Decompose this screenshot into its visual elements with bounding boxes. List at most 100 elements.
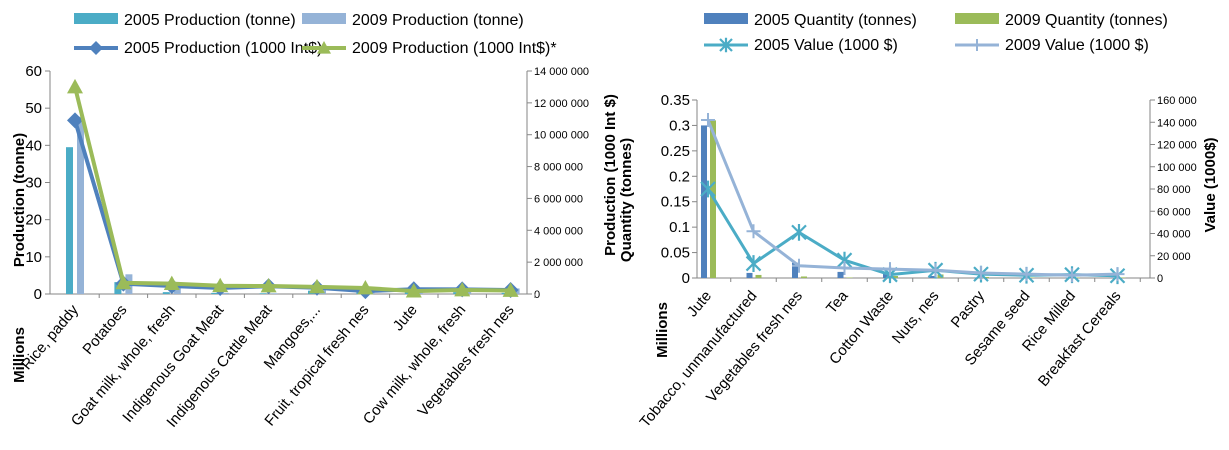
c1-ytick-label: 60 xyxy=(25,63,42,80)
c2-ytick-label: 0.25 xyxy=(661,143,690,160)
c2-point-s1-0 xyxy=(701,113,715,128)
c1-point-s1-7 xyxy=(405,283,422,298)
c1-ylabel: Production (tonne) xyxy=(11,133,28,267)
c1-point-s1-0 xyxy=(67,78,83,94)
c2-y2tick-label: 60 000 xyxy=(1157,206,1191,218)
c2-point-s1-6 xyxy=(974,265,988,280)
c1-legend-swatch-0 xyxy=(74,13,118,24)
c1-bar-s0-3 xyxy=(211,292,219,294)
c2-bar-s1-1 xyxy=(755,274,762,278)
c1-bar-s0-2 xyxy=(162,292,170,294)
c1-legend-label-3: 2009 Production (1000 Int$)* xyxy=(352,40,557,57)
c2-ytick-label: 0.15 xyxy=(661,194,690,211)
c2-y2tick-label: 140 000 xyxy=(1157,117,1197,129)
c2-ytick-label: 0.35 xyxy=(661,92,690,109)
c2-y2tick-label: 120 000 xyxy=(1157,140,1197,152)
c2-legend-swatch-1 xyxy=(955,13,999,24)
c2-bar-s1-8 xyxy=(1074,277,1080,278)
c1-y2tick-label: 12 000 000 xyxy=(534,98,589,110)
c2-bar-s1-6 xyxy=(983,276,989,278)
c2-point-s1-1 xyxy=(746,224,761,239)
c1-point-s1-9 xyxy=(502,282,519,297)
c1-point-s1-8 xyxy=(454,282,471,297)
c2-bar-s0-4 xyxy=(883,272,889,278)
c1-category-label: Vegetables fresh nes xyxy=(415,302,518,420)
c2-legend-marker-2 xyxy=(719,37,733,53)
c1-y2tick-label: 2 000 000 xyxy=(534,257,583,269)
c2-point-s1-5 xyxy=(928,263,943,278)
c1-ylabel-unit: Millions xyxy=(11,327,28,383)
c2-legend-label-1: 2009 Quantity (tonnes) xyxy=(1005,12,1168,29)
c2-line-s0 xyxy=(706,188,1118,278)
c2-point-s0-1 xyxy=(745,255,762,272)
c1-bar-s0-4 xyxy=(259,293,267,294)
c2-bar-s1-2 xyxy=(801,276,807,278)
c2-point-s1-8 xyxy=(1065,268,1079,283)
c1-point-s0-0 xyxy=(67,112,83,129)
c2-point-s0-2 xyxy=(791,223,807,241)
c2-bar-s0-5 xyxy=(928,275,935,278)
c2-ylabel-top: Production (1000 Int $) xyxy=(602,94,619,256)
c2-bar-s0-0 xyxy=(701,125,707,278)
c1-bar-s1-3 xyxy=(222,292,230,294)
c1-y2tick-label: 6 000 000 xyxy=(534,193,583,205)
c1-bar-s0-0 xyxy=(66,147,73,294)
c1-y2tick-label: 8 000 000 xyxy=(534,162,583,174)
c1-bar-s1-0 xyxy=(77,116,84,294)
c2-category-label: Tea xyxy=(823,287,852,317)
c2-ytick-label: 0.2 xyxy=(669,168,690,185)
c1-point-s1-6 xyxy=(357,279,374,295)
c1-y2tick-label: 4 000 000 xyxy=(534,225,583,237)
c1-ytick-label: 40 xyxy=(25,137,42,154)
c1-legend-label-2: 2005 Production (1000 Int$) xyxy=(124,40,322,57)
c1-point-s1-1 xyxy=(115,274,132,290)
c2-ytick-label: 0.3 xyxy=(669,117,690,134)
c2-y2tick-label: 100 000 xyxy=(1157,162,1197,174)
c1-y2tick-label: 0 xyxy=(534,289,540,301)
c1-legend-label-0: 2005 Production (tonne) xyxy=(124,12,296,29)
c2-bar-s1-9 xyxy=(1119,277,1126,278)
c2-ylabel-unit: Millions xyxy=(654,302,671,358)
c1-point-s1-2 xyxy=(163,275,180,291)
c2-y2tick-label: 20 000 xyxy=(1157,251,1191,263)
c2-bar-s0-2 xyxy=(792,262,798,278)
c2-legend-label-3: 2009 Value (1000 $) xyxy=(1005,37,1149,54)
c2-y2tick-label: 0 xyxy=(1157,273,1163,285)
c2-legend-label-2: 2005 Value (1000 $) xyxy=(754,37,898,54)
c1-category-label: Potatoes xyxy=(79,302,130,358)
c1-y2tick-label: 14 000 000 xyxy=(534,66,589,78)
c1-ytick-label: 0 xyxy=(34,286,42,303)
c2-bar-s1-7 xyxy=(1028,277,1035,278)
c1-category-label: Jute xyxy=(390,302,421,335)
c2-line-s1 xyxy=(706,119,1118,277)
c2-bar-s0-1 xyxy=(746,272,753,278)
c1-point-s1-3 xyxy=(212,277,229,293)
c1-ytick-label: 20 xyxy=(25,212,42,229)
c2-category-label: Nuts, nes xyxy=(889,288,943,347)
c1-ytick-label: 50 xyxy=(25,100,42,117)
c1-ytick-label: 30 xyxy=(25,175,42,192)
c2-category-label: Jute xyxy=(684,288,715,321)
c1-y2tick-label: 10 000 000 xyxy=(534,130,589,142)
c2-point-s1-7 xyxy=(1019,267,1034,282)
c1-legend-label-1: 2009 Production (tonne) xyxy=(352,12,524,29)
c2-y2label: Value (1000$) xyxy=(1202,137,1219,232)
c1-legend-marker-3 xyxy=(317,41,331,54)
c1-line-s0 xyxy=(73,119,511,294)
c2-bar-s1-3 xyxy=(846,277,853,278)
c2-y2tick-label: 160 000 xyxy=(1157,95,1197,107)
c1-legend-swatch-1 xyxy=(302,13,346,24)
c2-bar-s1-4 xyxy=(892,275,898,278)
c1-line-s1 xyxy=(73,86,511,294)
c2-legend-marker-3 xyxy=(971,39,983,51)
c2-ytick-label: 0.05 xyxy=(661,245,690,262)
c2-bar-s0-9 xyxy=(1110,277,1117,278)
c2-legend-swatch-0 xyxy=(704,13,748,24)
c2-legend-label-0: 2005 Quantity (tonnes) xyxy=(754,12,917,29)
c1-point-s1-4 xyxy=(260,278,277,293)
c2-point-s0-0 xyxy=(700,180,716,198)
c2-point-s1-4 xyxy=(883,262,897,277)
c2-ytick-label: 0.1 xyxy=(669,219,690,236)
c2-ytick-label: 0 xyxy=(682,270,690,287)
